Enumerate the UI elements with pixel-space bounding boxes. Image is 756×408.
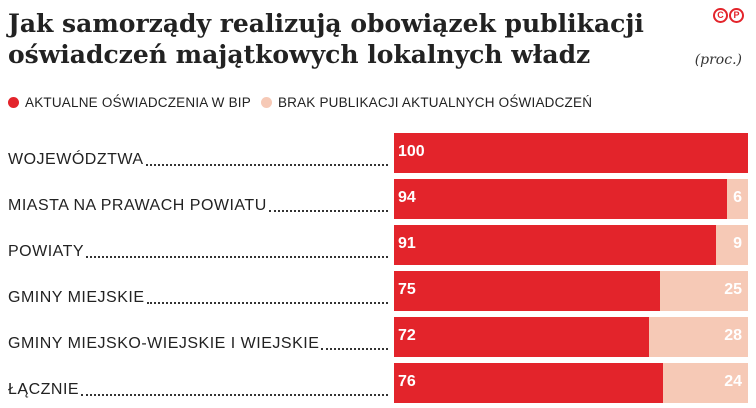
- legend-dot-not-published-icon: [260, 97, 272, 108]
- chart-title-line-1: Jak samorządy realizują obowiązek publik…: [8, 9, 644, 38]
- chart-title: Jak samorządy realizują obowiązek publik…: [8, 8, 688, 70]
- legend-label-not-published: BRAK PUBLIKACJI AKTUALNYCH OŚWIADCZEŃ: [277, 95, 593, 110]
- bar-not-published: 9: [716, 225, 748, 265]
- category-label-text: ŁĄCZNIE: [8, 381, 80, 398]
- category-label: POWIATY: [8, 243, 394, 261]
- category-label: ŁĄCZNIE: [8, 381, 394, 399]
- bar-not-published: 28: [648, 317, 748, 357]
- category-label-text: GMINY MIEJSKIE: [8, 289, 145, 306]
- data-label-published: 76: [398, 373, 416, 390]
- legend-item-published: AKTUALNE OŚWIADCZENIA W BIP: [8, 95, 251, 110]
- bar-row: MIASTA NA PRAWACH POWIATU 94 6: [0, 179, 756, 219]
- bar-stack: 75 25: [394, 271, 748, 311]
- leader-dots: [146, 298, 388, 304]
- logo-letter-c: C: [713, 8, 728, 23]
- bar-row: GMINY MIEJSKIE 75 25: [0, 271, 756, 311]
- bar-published: 94: [394, 179, 727, 219]
- chart-title-line-2: oświadczeń majątkowych lokalnych władz: [8, 40, 591, 69]
- category-label-text: WOJEWÓDZTWA: [8, 151, 144, 168]
- data-label-published: 94: [398, 189, 416, 206]
- leader-dots: [145, 160, 388, 166]
- unit-label: (proc.): [694, 52, 742, 68]
- bar-row: GMINY MIEJSKO-WIEJSKIE I WIEJSKIE 72 28: [0, 317, 756, 357]
- data-label-not-published: 9: [733, 235, 742, 252]
- data-label-not-published: 25: [724, 281, 742, 298]
- bar-stack: 91 9: [394, 225, 748, 265]
- bar-stack: 94 6: [394, 179, 748, 219]
- logo-letter-p: P: [729, 8, 744, 23]
- bar-row: ŁĄCZNIE 76 24: [0, 363, 756, 403]
- bar-stack: 100: [394, 133, 748, 173]
- bar-not-published: 25: [659, 271, 748, 311]
- category-label-text: MIASTA NA PRAWACH POWIATU: [8, 197, 267, 214]
- legend-item-not-published: BRAK PUBLIKACJI AKTUALNYCH OŚWIADCZEŃ: [260, 95, 593, 110]
- data-label-published: 100: [398, 143, 425, 160]
- data-label-not-published: 24: [724, 373, 742, 390]
- leader-dots: [321, 344, 388, 350]
- data-label-published: 75: [398, 281, 416, 298]
- leader-dots: [81, 390, 388, 396]
- bar-stack: 76 24: [394, 363, 748, 403]
- bar-published: 100: [394, 133, 748, 173]
- bar-stack: 72 28: [394, 317, 748, 357]
- data-label-not-published: 6: [733, 189, 742, 206]
- category-label: GMINY MIEJSKO-WIEJSKIE I WIEJSKIE: [8, 335, 394, 353]
- data-label-published: 91: [398, 235, 416, 252]
- category-label: GMINY MIEJSKIE: [8, 289, 394, 307]
- legend-dot-published-icon: [8, 97, 19, 108]
- legend: AKTUALNE OŚWIADCZENIA W BIP BRAK PUBLIKA…: [8, 95, 592, 110]
- bar-row: WOJEWÓDZTWA 100: [0, 133, 756, 173]
- bar-row: POWIATY 91 9: [0, 225, 756, 265]
- bar-published: 72: [394, 317, 649, 357]
- bar-published: 75: [394, 271, 660, 311]
- bar-not-published: 24: [663, 363, 748, 403]
- category-label-text: POWIATY: [8, 243, 85, 260]
- data-label-published: 72: [398, 327, 416, 344]
- category-label: WOJEWÓDZTWA: [8, 151, 394, 169]
- category-label-text: GMINY MIEJSKO-WIEJSKIE I WIEJSKIE: [8, 335, 320, 352]
- legend-label-published: AKTUALNE OŚWIADCZENIA W BIP: [25, 95, 251, 110]
- bar-published: 91: [394, 225, 717, 265]
- leader-dots: [268, 206, 388, 212]
- category-label: MIASTA NA PRAWACH POWIATU: [8, 197, 394, 215]
- data-label-not-published: 28: [724, 327, 742, 344]
- bar-published: 76: [394, 363, 664, 403]
- publisher-logo-icon: C P: [713, 8, 744, 23]
- leader-dots: [86, 252, 388, 258]
- bar-not-published: 6: [726, 179, 748, 219]
